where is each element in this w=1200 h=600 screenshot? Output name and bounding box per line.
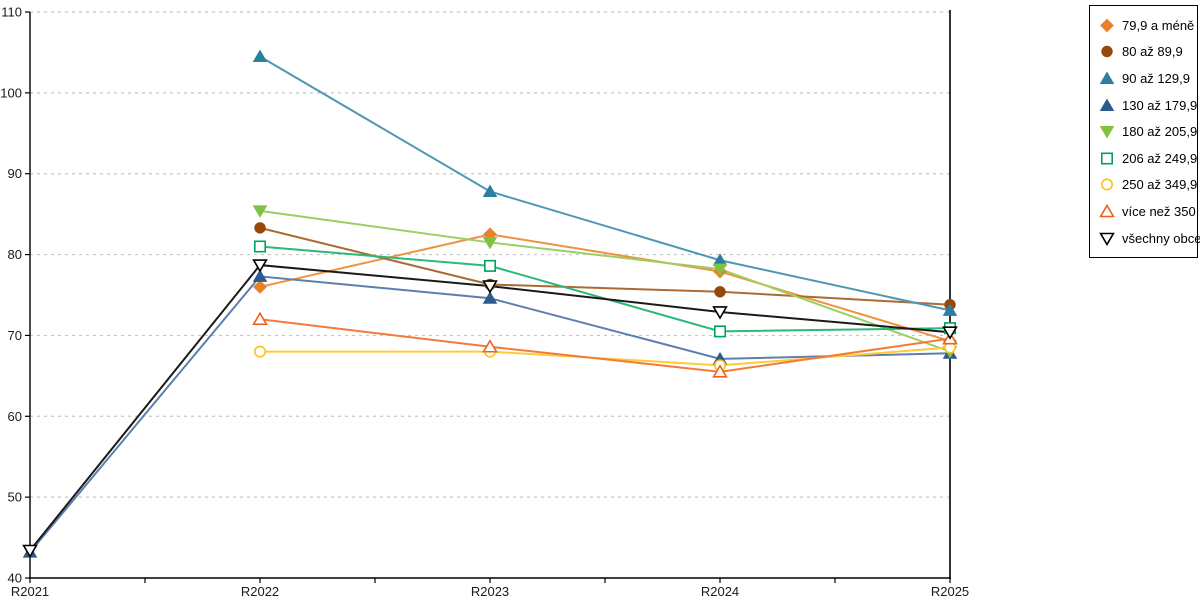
data-point-marker	[483, 259, 496, 272]
data-point-marker	[712, 263, 728, 277]
series-line	[259, 226, 951, 306]
data-point-marker	[253, 280, 267, 294]
data-point-marker	[252, 49, 268, 62]
data-point-marker	[252, 259, 268, 273]
x-axis-label: R2024	[701, 584, 739, 599]
circle-icon	[1101, 46, 1113, 58]
x-axis-label: R2023	[471, 584, 509, 599]
legend-item: 250 až 349,9	[1099, 172, 1198, 199]
series-line	[29, 264, 951, 552]
y-axis-label: 80	[8, 247, 22, 262]
legend-marker-icon	[1099, 232, 1115, 246]
square-icon	[1100, 152, 1113, 165]
data-point-marker	[482, 291, 498, 304]
series-line	[259, 233, 951, 343]
legend-item: 80 až 89,9	[1099, 39, 1195, 66]
legend-marker-icon	[1101, 46, 1113, 58]
series-line	[259, 318, 951, 373]
triangle-up-icon	[1099, 71, 1115, 84]
legend-marker-icon	[1099, 203, 1115, 218]
circle-icon	[1101, 178, 1113, 191]
y-axis-label: 90	[8, 166, 22, 181]
legend-marker-icon	[1099, 98, 1115, 111]
series-line	[259, 209, 951, 353]
legend-item: 206 až 249,9	[1099, 145, 1198, 172]
data-point-marker	[482, 339, 498, 353]
triangle-down-icon	[1099, 232, 1115, 246]
series-line	[259, 55, 951, 312]
legend-item-label: více než 350	[1122, 203, 1196, 219]
series-line	[260, 346, 951, 367]
y-axis-label: 50	[8, 490, 22, 505]
data-point-marker	[713, 325, 726, 338]
data-point-marker	[254, 222, 266, 234]
legend-item: 180 až 205,9	[1099, 118, 1198, 145]
y-axis-label: 70	[8, 328, 22, 343]
legend-item: více než 350	[1099, 198, 1196, 225]
data-point-marker	[254, 345, 267, 358]
data-point-marker	[252, 269, 268, 282]
y-axis-label: 40	[8, 571, 22, 586]
legend-item-label: 80 až 89,9	[1122, 44, 1183, 60]
y-axis-label: 100	[0, 85, 22, 100]
data-point-marker	[942, 303, 958, 316]
triangle-up-icon	[1099, 98, 1115, 111]
legend-item: 130 až 179,9	[1099, 92, 1198, 119]
legend-item-label: 90 až 129,9	[1122, 70, 1190, 86]
legend-item-label: 130 až 179,9	[1122, 97, 1198, 113]
legend-item-label: všechny obce	[1122, 230, 1200, 246]
legend-marker-icon	[1099, 71, 1115, 84]
legend-marker-icon	[1099, 126, 1115, 139]
triangle-down-icon	[1099, 126, 1115, 139]
legend-marker-icon	[1100, 18, 1114, 33]
data-point-marker	[942, 326, 958, 340]
legend-item-label: 206 až 249,9	[1122, 150, 1198, 166]
x-axis-label: R2021	[11, 584, 49, 599]
legend-item-label: 79,9 a méně	[1122, 17, 1195, 33]
triangle-up-icon	[1099, 203, 1115, 218]
data-point-marker	[714, 286, 726, 298]
legend-item-label: 250 až 349,9	[1122, 177, 1198, 193]
legend-item: 79,9 a méně	[1099, 12, 1195, 39]
legend-marker-icon	[1100, 152, 1113, 165]
x-axis-label: R2025	[931, 584, 969, 599]
data-point-marker	[252, 311, 268, 326]
legend-item: 90 až 129,9	[1099, 65, 1195, 92]
legend: 79,9 a méně 80 až 89,9 90 až 129,9 130 až 1…	[1089, 5, 1200, 259]
data-point-marker	[482, 184, 498, 198]
data-point-marker	[712, 364, 728, 378]
data-point-marker	[252, 205, 268, 218]
x-axis-label: R2022	[241, 584, 279, 599]
data-point-marker	[712, 306, 728, 320]
data-point-marker	[254, 240, 267, 253]
data-point-marker	[482, 236, 498, 250]
y-axis-label: 110	[1, 5, 22, 20]
legend-marker-icon	[1101, 178, 1113, 191]
data-point-marker	[482, 280, 498, 294]
series-line	[29, 275, 951, 553]
diamond-icon	[1100, 18, 1114, 33]
y-axis-label: 60	[8, 409, 22, 424]
legend-item: všechny obce	[1099, 225, 1200, 252]
legend-item-label: 180 až 205,9	[1122, 124, 1198, 140]
data-point-marker	[22, 544, 38, 559]
